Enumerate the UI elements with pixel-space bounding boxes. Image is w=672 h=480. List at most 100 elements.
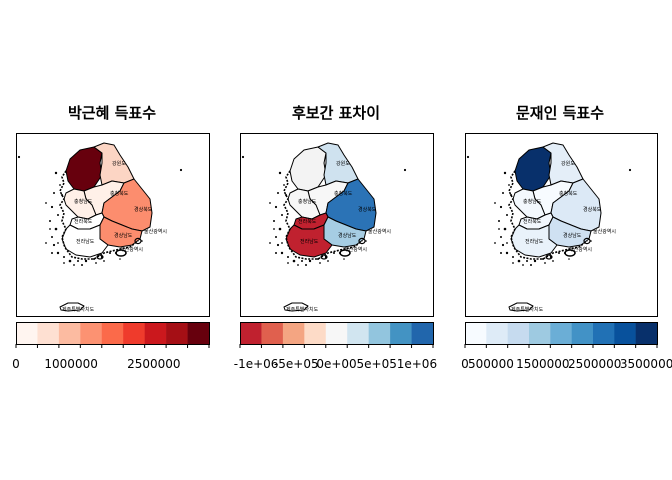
island-dot xyxy=(45,202,47,204)
legend-swatch xyxy=(593,322,615,344)
island-dot xyxy=(285,194,287,196)
coastline xyxy=(283,170,363,260)
island-dot xyxy=(494,242,496,244)
island-dot xyxy=(503,171,507,175)
island-outline xyxy=(358,237,366,245)
island-dot xyxy=(109,252,111,254)
island-dot xyxy=(287,262,289,264)
island-dot xyxy=(17,155,21,159)
island-dot xyxy=(63,262,65,264)
legend-swatch xyxy=(261,322,284,344)
island-dot xyxy=(53,192,55,194)
region-label-chungnam: 충청남도 xyxy=(523,198,542,205)
region-label-jeju: 제주특별자치도 xyxy=(62,306,95,313)
legend-tick-label: 2500000 xyxy=(568,357,621,371)
island-dot xyxy=(275,236,277,238)
island-dot xyxy=(50,205,54,209)
island-dot xyxy=(501,243,505,247)
island-dot xyxy=(508,184,510,186)
legend-tick-label: 0 xyxy=(461,357,469,371)
island-dot xyxy=(283,184,285,186)
island-dot xyxy=(403,168,407,172)
island-dot xyxy=(241,155,245,159)
island-dot xyxy=(506,214,508,216)
region-label-gyeongbuk: 경상북도 xyxy=(583,206,602,213)
panel-title: 후보간 표차이 xyxy=(292,104,380,122)
island-dot xyxy=(179,168,183,172)
legend-swatch xyxy=(635,322,658,344)
legend-swatch xyxy=(529,322,551,344)
region-label-gangwon: 강원도 xyxy=(561,160,575,167)
legend-swatch xyxy=(571,322,594,344)
legend-swatch xyxy=(486,322,508,344)
legend-swatch xyxy=(123,322,145,344)
legend-tick-label: -5e+05 xyxy=(274,357,319,371)
island-dot xyxy=(552,260,554,262)
region-jeju xyxy=(59,302,85,312)
legend-tick-label: 1000000 xyxy=(44,357,97,371)
island-dot xyxy=(526,260,528,262)
region-gyeonggi xyxy=(65,146,103,192)
legend-swatch xyxy=(101,322,124,344)
island-dot xyxy=(494,202,496,204)
island-dot xyxy=(365,240,367,242)
region-label-chungnam: 충청남도 xyxy=(74,198,93,205)
island-dot xyxy=(93,258,95,260)
island-dot xyxy=(103,260,105,262)
island-dot xyxy=(73,264,75,266)
island-dot xyxy=(343,258,345,260)
island-dot xyxy=(533,259,537,263)
legend-tick-label: 3500000 xyxy=(620,357,672,371)
region-label-busan: 부산광역시 xyxy=(569,246,592,253)
region-label-jeonnam: 전라남도 xyxy=(76,238,95,245)
island-dot xyxy=(308,259,312,263)
region-label-gangwon: 강원도 xyxy=(112,160,126,167)
region-label-chungbuk: 충청북도 xyxy=(559,190,578,197)
island-dot xyxy=(269,242,271,244)
island-outline xyxy=(545,254,553,260)
island-dot xyxy=(81,264,83,266)
region-label-jeonbuk: 전라북도 xyxy=(74,218,93,225)
island-dot xyxy=(503,227,507,231)
region-label-jeonbuk: 전라북도 xyxy=(298,218,317,225)
island-dot xyxy=(57,214,59,216)
island-dot xyxy=(95,262,97,264)
island-dot xyxy=(568,258,570,260)
region-label-gyeongnam: 경상남도 xyxy=(114,232,133,239)
region-label-jeonbuk: 전라북도 xyxy=(523,218,542,225)
legend-tick-label: 1e+06 xyxy=(397,357,437,371)
coastline xyxy=(508,170,588,260)
island-dot xyxy=(510,194,512,196)
island-dot xyxy=(590,240,592,242)
legend-tick-label: 0 xyxy=(12,357,20,371)
island-outline xyxy=(96,254,104,260)
island-dot xyxy=(59,184,61,186)
region-label-jeju: 제주특별자치도 xyxy=(286,306,319,313)
island-dot xyxy=(558,252,560,254)
island-dot xyxy=(51,236,53,238)
legend-swatch xyxy=(166,322,188,344)
island-dot xyxy=(63,256,65,258)
island-dot xyxy=(500,236,502,238)
legend-tick-label: 5e+05 xyxy=(357,357,397,371)
island-dot xyxy=(45,242,47,244)
legend-tick-label: 1500000 xyxy=(516,357,569,371)
legend-swatch xyxy=(16,322,38,344)
legend-swatch xyxy=(304,322,327,344)
region-gyeonggi xyxy=(514,146,552,192)
island-dot xyxy=(287,256,289,258)
region-label-jeju: 제주특별자치도 xyxy=(511,306,544,313)
region-label-ulsan: 울산광역시 xyxy=(144,228,167,235)
legend-tick-label: -1e+06 xyxy=(234,357,279,371)
region-jeju xyxy=(283,302,309,312)
island-dot xyxy=(278,171,282,175)
island-outline xyxy=(320,254,328,260)
legend-swatch xyxy=(240,322,262,344)
island-dot xyxy=(274,205,278,209)
island-dot xyxy=(281,214,283,216)
region-label-busan: 부산광역시 xyxy=(344,246,367,253)
island-dot xyxy=(499,205,503,209)
